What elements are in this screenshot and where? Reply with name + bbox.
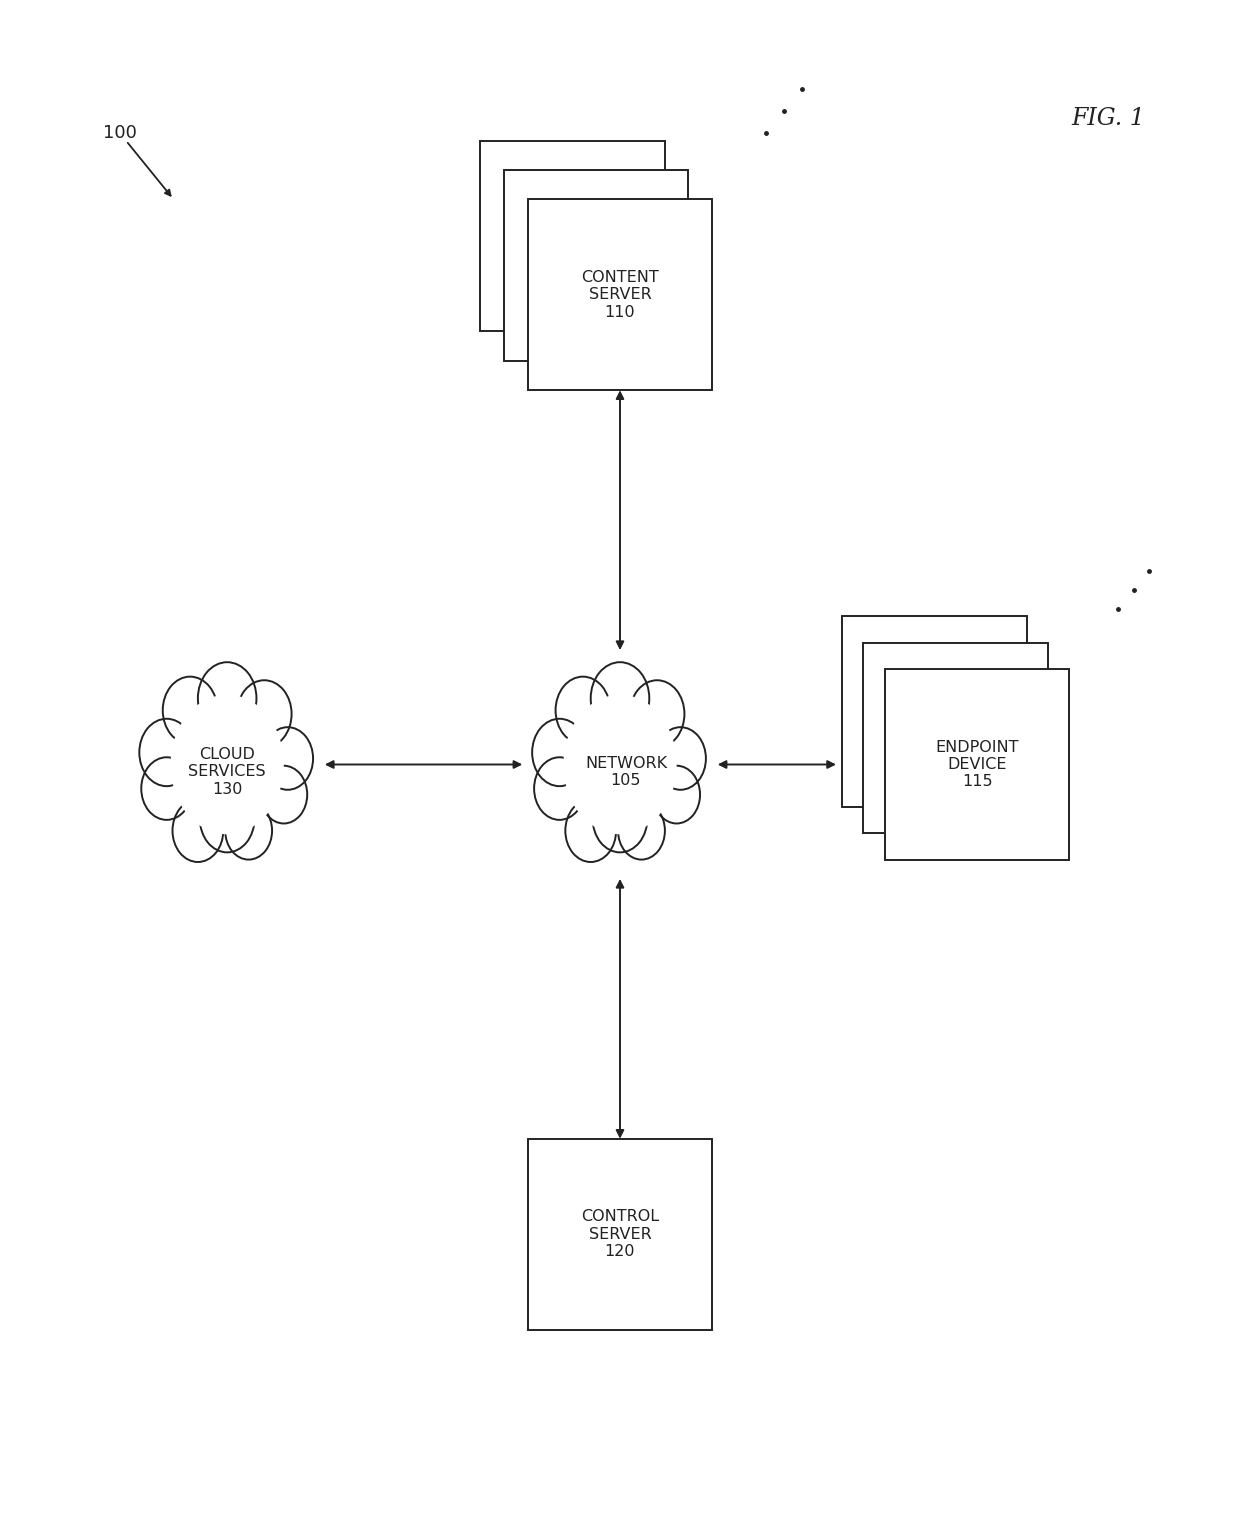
Bar: [480, 141, 665, 332]
Circle shape: [171, 694, 284, 835]
Bar: [885, 670, 1069, 859]
Circle shape: [162, 677, 217, 745]
Circle shape: [563, 694, 677, 835]
Circle shape: [618, 801, 665, 859]
Circle shape: [263, 728, 312, 790]
Bar: [863, 642, 1048, 833]
Bar: [528, 199, 712, 390]
Circle shape: [630, 680, 684, 748]
Circle shape: [655, 728, 706, 790]
Text: CONTENT
SERVER
110: CONTENT SERVER 110: [582, 271, 658, 320]
Circle shape: [532, 719, 587, 786]
Bar: [503, 170, 688, 361]
Text: NETWORK
105: NETWORK 105: [585, 755, 667, 787]
Circle shape: [653, 766, 701, 824]
Circle shape: [226, 801, 272, 859]
Circle shape: [556, 677, 610, 745]
Circle shape: [593, 784, 647, 852]
Text: CONTROL
SERVER
120: CONTROL SERVER 120: [580, 1209, 660, 1258]
Circle shape: [565, 800, 616, 862]
Text: 100: 100: [103, 124, 136, 142]
Circle shape: [139, 719, 193, 786]
Text: ENDPOINT
DEVICE
115: ENDPOINT DEVICE 115: [935, 740, 1019, 789]
Bar: [842, 616, 1027, 807]
Circle shape: [172, 800, 223, 862]
Text: CLOUD
SERVICES
130: CLOUD SERVICES 130: [188, 748, 267, 797]
Circle shape: [198, 662, 257, 734]
Circle shape: [200, 784, 254, 852]
Circle shape: [237, 680, 291, 748]
Circle shape: [534, 757, 585, 820]
Text: FIG. 1: FIG. 1: [1071, 107, 1145, 130]
Circle shape: [590, 662, 650, 734]
Circle shape: [141, 757, 192, 820]
Circle shape: [260, 766, 308, 824]
Bar: [528, 1139, 712, 1330]
